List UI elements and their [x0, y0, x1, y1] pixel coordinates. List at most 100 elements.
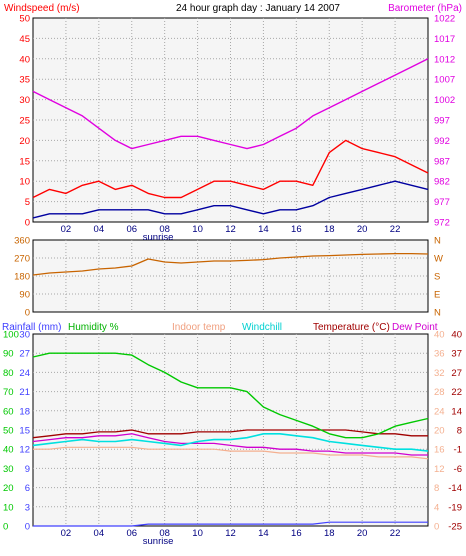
barometer-tick-label: 997	[434, 116, 450, 127]
windspeed-tick-label: 5	[25, 197, 30, 208]
indoor-temp-line	[33, 446, 429, 460]
top-sunrise-label: sunrise	[143, 232, 174, 243]
windspeed-axis-title: Windspeed (m/s)	[4, 3, 80, 14]
temperature-tick-label: 24	[434, 406, 445, 417]
windspeed-tick-label: 50	[19, 14, 30, 25]
temperature-tick-label: 28	[434, 387, 445, 398]
bot-x-tick: 20	[357, 528, 368, 539]
humidity-tick-label: 20	[3, 483, 14, 494]
windspeed-tick-label: 25	[19, 116, 30, 127]
top-x-tick: 16	[291, 224, 302, 235]
rainfall-tick-label: 18	[19, 406, 30, 417]
compass-point-label: N	[434, 308, 441, 319]
windspeed-tick-label: 10	[19, 177, 30, 188]
top-x-tick: 04	[94, 224, 105, 235]
wind-average-line	[32, 180, 429, 219]
direction-degree-tick: 0	[25, 308, 30, 319]
rainfall-tick-label: 30	[19, 330, 30, 341]
series-lines	[32, 58, 429, 527]
rainfall-line	[33, 521, 428, 527]
humidity-tick-label: 40	[3, 445, 14, 456]
bot-x-tick: 04	[94, 528, 105, 539]
rainfall-tick-label: 3	[25, 502, 30, 513]
barometer-tick-label: 1022	[434, 14, 455, 25]
rainfall-tick-label: 27	[19, 349, 30, 360]
dew-point-tick-label: -1	[454, 445, 462, 456]
bot-x-tick: 12	[225, 528, 236, 539]
barometer-tick-label: 982	[434, 177, 450, 188]
humidity-tick-label: 70	[3, 387, 14, 398]
bot-x-tick: 22	[390, 528, 401, 539]
temperature-tick-label: 4	[434, 502, 439, 513]
dew-point-tick-label: -14	[448, 483, 462, 494]
wind-gust-line	[32, 139, 429, 199]
barometer-tick-label: 977	[434, 197, 450, 208]
bot-x-tick: 18	[324, 528, 335, 539]
windspeed-tick-label: 30	[19, 95, 30, 106]
top-x-tick: 10	[192, 224, 203, 235]
temperature-tick-label: 0	[434, 522, 439, 533]
direction-degree-tick: 360	[14, 236, 30, 247]
windspeed-tick-label: 20	[19, 136, 30, 147]
top-x-tick: 20	[357, 224, 368, 235]
dew-point-tick-label: -19	[448, 502, 462, 513]
dew-point-tick-label: 27	[451, 368, 462, 379]
bot-x-tick: 06	[126, 528, 137, 539]
barometer-tick-label: 987	[434, 156, 450, 167]
rainfall-tick-label: 24	[19, 368, 30, 379]
bot-x-tick: 02	[61, 528, 72, 539]
dew-point-tick-label: -6	[454, 464, 462, 475]
dew-point-tick-label: 22	[451, 387, 462, 398]
legend-temperature: Temperature (°C)	[313, 322, 390, 333]
humidity-tick-label: 50	[3, 426, 14, 437]
bot-x-tick: 10	[192, 528, 203, 539]
legend-dew-point: Dew Point	[392, 322, 438, 333]
tick-labels: 5045403530252015105010221017101210071002…	[3, 14, 462, 548]
temperature-tick-label: 36	[434, 349, 445, 360]
humidity-tick-label: 100	[3, 330, 19, 341]
barometer-line	[32, 58, 429, 150]
humidity-tick-label: 80	[3, 368, 14, 379]
windspeed-tick-label: 15	[19, 156, 30, 167]
temperature-line	[32, 429, 428, 439]
temperature-tick-label: 8	[434, 483, 439, 494]
bot-sunrise-label: sunrise	[143, 536, 174, 547]
barometer-axis-title: Barometer (hPa)	[388, 3, 462, 14]
temperature-tick-label: 16	[434, 445, 445, 456]
top-x-tick: 08	[159, 224, 170, 235]
humidity-tick-label: 0	[3, 522, 8, 533]
dew-point-tick-label: 8	[457, 426, 462, 437]
legend-rainfall: Rainfall (mm)	[2, 322, 61, 333]
windspeed-tick-label: 40	[19, 54, 30, 65]
rainfall-tick-label: 6	[25, 483, 30, 494]
dew-point-tick-label: 37	[451, 349, 462, 360]
bot-x-tick: 16	[291, 528, 302, 539]
compass-point-label: W	[434, 254, 443, 265]
legend-humidity: Humidity %	[68, 322, 119, 333]
windchill-line	[32, 432, 429, 452]
bot-x-tick: 08	[159, 528, 170, 539]
rainfall-tick-label: 12	[19, 445, 30, 456]
direction-degree-tick: 90	[19, 290, 30, 301]
top-x-tick: 02	[61, 224, 72, 235]
top-x-tick: 06	[126, 224, 137, 235]
bot-x-tick: 14	[258, 528, 269, 539]
barometer-tick-label: 972	[434, 218, 450, 229]
legend-windchill: Windchill	[242, 322, 282, 333]
barometer-tick-label: 992	[434, 136, 450, 147]
temperature-tick-label: 32	[434, 368, 445, 379]
top-x-tick: 14	[258, 224, 269, 235]
rainfall-tick-label: 21	[19, 387, 30, 398]
top-x-tick: 22	[390, 224, 401, 235]
direction-degree-tick: 270	[14, 254, 30, 265]
humidity-line	[32, 352, 429, 439]
humidity-tick-label: 30	[3, 464, 14, 475]
barometer-tick-label: 1002	[434, 95, 455, 106]
rainfall-tick-label: 15	[19, 426, 30, 437]
windspeed-tick-label: 0	[25, 218, 30, 229]
compass-point-label: E	[434, 290, 440, 301]
humidity-tick-label: 60	[3, 406, 14, 417]
gridlines	[33, 18, 428, 526]
windspeed-tick-label: 35	[19, 75, 30, 86]
